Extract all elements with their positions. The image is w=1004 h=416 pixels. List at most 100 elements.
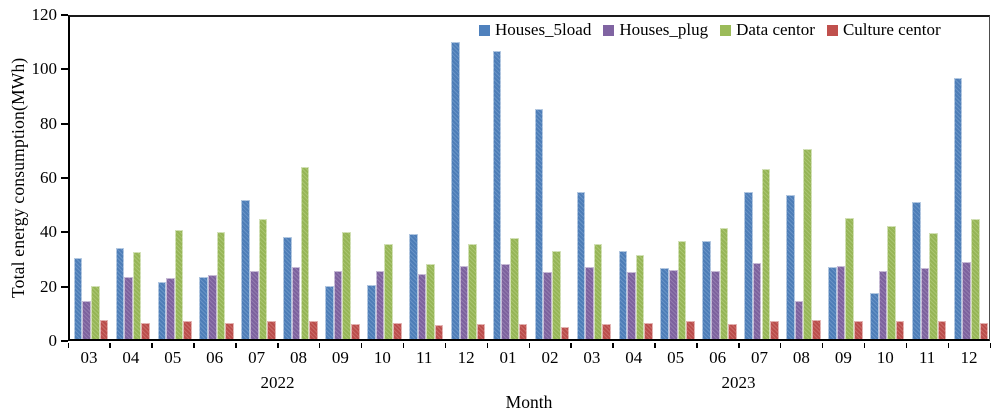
- plot-area: [68, 15, 990, 341]
- y-tick-mark-20: [61, 285, 68, 288]
- x-tick-label-month-10-g19: 10: [876, 348, 894, 367]
- x-tick-mark-9: [444, 343, 447, 348]
- bar-data-centor-06-g15: [719, 227, 729, 339]
- x-tick-label-month-11-g20: 11: [918, 348, 936, 367]
- x-tick-mark-2: [151, 343, 153, 348]
- x-tick-label-month-07-g16: 07: [751, 348, 768, 367]
- bar-houses-5load-02-g11: [534, 109, 544, 339]
- bar-houses-plug-03-g12: [585, 267, 594, 339]
- x-tick-mark-12: [570, 343, 572, 348]
- bar-houses-5load-08-g5: [283, 237, 292, 339]
- bar-houses-plug-08-g5: [291, 267, 301, 339]
- bar-data-centor-08-g5: [300, 166, 310, 339]
- x-tick-label-month-03-g12: 03: [583, 348, 601, 367]
- bar-houses-5load-09-g6: [325, 286, 334, 339]
- bar-culture-centor-10-g7: [392, 322, 402, 339]
- legend-label: Houses_5load: [495, 20, 592, 39]
- bar-houses-5load-11-g8: [409, 234, 418, 339]
- x-tick-label-month-04-g13: 04: [625, 348, 643, 367]
- bar-houses-5load-06-g15: [702, 241, 711, 339]
- bar-houses-plug-11-g20: [920, 268, 930, 339]
- bar-houses-plug-06-g3: [208, 275, 217, 339]
- x-tick-mark-11: [528, 343, 530, 348]
- bar-culture-centor-02-g11: [560, 326, 570, 339]
- x-tick-label-month-04-g1: 04: [122, 348, 140, 367]
- x-tick-label-month-09-g6: 09: [331, 348, 349, 367]
- x-tick-label-month-11-g8: 11: [416, 348, 433, 367]
- x-tick-mark-10: [486, 343, 489, 348]
- x-tick-label-month-02-g11: 02: [541, 348, 559, 367]
- x-tick-mark-0: [67, 343, 69, 348]
- bar-data-centor-04-g1: [132, 252, 142, 339]
- x-tick-label-month-05-g2: 05: [164, 348, 182, 367]
- x-tick-mark-22: [989, 343, 991, 348]
- bar-data-centor-06-g3: [216, 231, 226, 339]
- x-tick-label-month-08-g17: 08: [792, 348, 810, 367]
- y-tick-label-40: 40: [40, 222, 57, 242]
- bar-culture-centor-11-g8: [434, 325, 444, 339]
- bar-houses-plug-05-g14: [669, 269, 678, 339]
- y-tick-label-0: 0: [48, 331, 58, 350]
- x-tick-mark-13: [612, 343, 614, 348]
- bar-data-centor-07-g4: [258, 219, 268, 339]
- legend-label: Data centor: [736, 20, 815, 39]
- bar-houses-5load-09-g18: [828, 267, 837, 339]
- bar-houses-plug-08-g17: [794, 300, 804, 339]
- y-tick-mark-40: [61, 231, 68, 234]
- y-tick-mark-100: [61, 68, 68, 71]
- bar-culture-centor-03-g0: [99, 319, 109, 339]
- bar-data-centor-05-g14: [677, 241, 687, 339]
- x-tick-label-month-07-g4: 07: [248, 348, 266, 367]
- bar-data-centor-11-g8: [426, 264, 435, 339]
- legend-swatch-icon: [603, 24, 615, 36]
- bar-houses-plug-04-g13: [627, 272, 636, 339]
- y-tick-label-80: 80: [40, 113, 57, 133]
- bar-culture-centor-08-g5: [309, 321, 318, 339]
- x-tick-mark-7: [360, 343, 363, 348]
- bar-houses-5load-12-g21: [953, 78, 963, 339]
- bar-data-centor-11-g20: [929, 233, 938, 339]
- bar-houses-5load-04-g13: [618, 250, 628, 339]
- bar-data-centor-01-g10: [510, 238, 519, 339]
- bar-houses-plug-09-g18: [836, 265, 846, 339]
- bar-houses-plug-10-g7: [375, 271, 385, 339]
- bar-data-centor-12-g9: [468, 243, 477, 339]
- x-tick-mark-1: [109, 343, 111, 348]
- bar-houses-plug-02-g11: [543, 272, 552, 339]
- y-tick-label-100: 100: [31, 59, 58, 79]
- x-tick-mark-20: [905, 343, 908, 348]
- y-tick-label-120: 120: [31, 5, 58, 24]
- y-tick-mark-120: [61, 14, 68, 16]
- bar-houses-5load-10-g7: [367, 284, 376, 339]
- bar-data-centor-02-g11: [551, 250, 561, 339]
- legend-item-data-centor: Data centor: [720, 21, 815, 39]
- y-tick-mark-80: [61, 122, 68, 125]
- legend-item-houses-5load: Houses_5load: [479, 21, 591, 39]
- bar-houses-plug-06-g15: [710, 271, 720, 339]
- bar-houses-5load-10-g19: [870, 292, 879, 339]
- x-tick-mark-21: [947, 343, 950, 348]
- x-year-label-2022: 2022: [260, 373, 295, 392]
- x-tick-label-month-05-g14: 05: [667, 348, 685, 367]
- x-tick-mark-14: [654, 343, 656, 348]
- y-tick-mark-0: [61, 340, 68, 342]
- bar-culture-centor-11-g20: [937, 321, 947, 339]
- bar-culture-centor-06-g3: [225, 322, 234, 339]
- legend-item-houses-plug: Houses_plug: [603, 21, 708, 39]
- bar-data-centor-03-g0: [90, 286, 100, 339]
- bar-data-centor-07-g16: [761, 169, 771, 339]
- bar-culture-centor-05-g14: [686, 321, 695, 339]
- bar-houses-plug-07-g16: [752, 262, 762, 339]
- x-tick-label-month-09-g18: 09: [834, 348, 852, 367]
- legend-label: Houses_plug: [619, 20, 709, 39]
- bar-data-centor-04-g13: [635, 254, 645, 339]
- bar-culture-centor-01-g10: [518, 324, 528, 339]
- bar-culture-centor-08-g17: [812, 319, 821, 339]
- bar-culture-centor-10-g19: [895, 321, 905, 339]
- bar-culture-centor-03-g12: [602, 324, 612, 339]
- bar-culture-centor-07-g4: [267, 321, 276, 339]
- bar-houses-plug-07-g4: [249, 271, 259, 339]
- bar-houses-5load-05-g14: [660, 268, 670, 339]
- legend-swatch-icon: [479, 24, 490, 36]
